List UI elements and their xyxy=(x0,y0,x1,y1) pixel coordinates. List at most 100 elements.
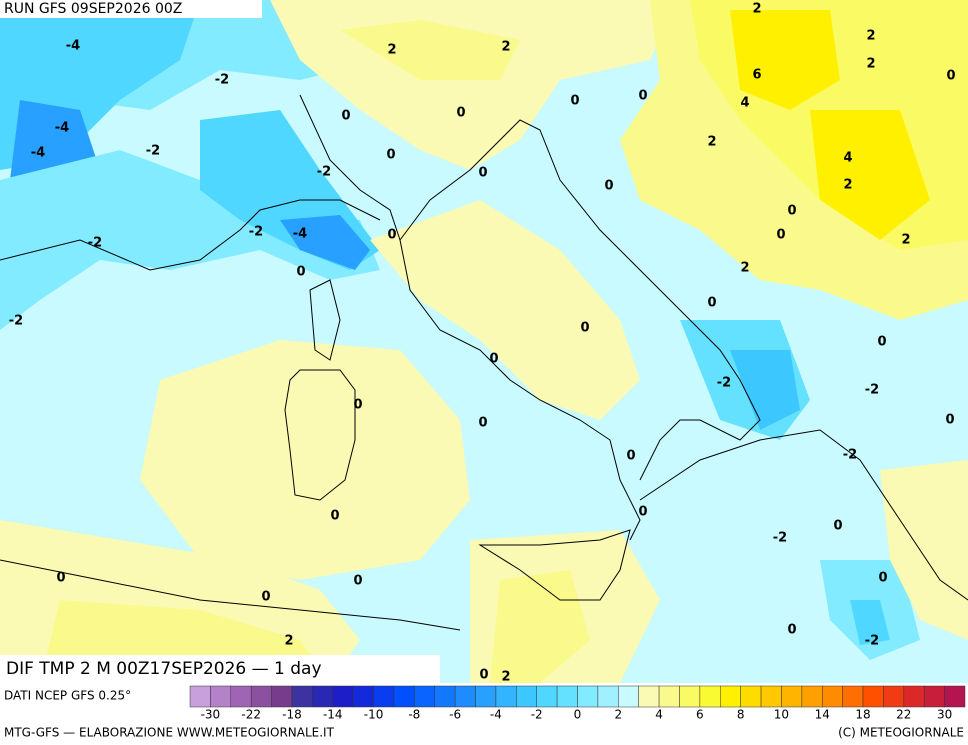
legend-swatch xyxy=(312,685,334,708)
contour-label: 0 xyxy=(456,106,465,121)
legend-tick-label: 8 xyxy=(737,708,745,722)
contour-label: 4 xyxy=(843,151,852,166)
legend-swatch xyxy=(332,685,354,708)
contour-label: 0 xyxy=(833,519,842,534)
legend-swatch xyxy=(658,685,680,708)
legend-tick-label: 2 xyxy=(614,708,622,722)
data-source: DATI NCEP GFS 0.25° xyxy=(4,689,131,703)
contour-label: 0 xyxy=(604,179,613,194)
legend-swatch xyxy=(944,685,966,708)
contour-label: 0 xyxy=(353,574,362,589)
legend-swatch xyxy=(393,685,415,708)
legend-swatch xyxy=(801,685,823,708)
legend-tick-label: -30 xyxy=(201,708,221,722)
legend-tick-label: 18 xyxy=(855,708,870,722)
legend-tick-label: 14 xyxy=(815,708,830,722)
contour-label: -2 xyxy=(146,144,160,159)
contour-label: 4 xyxy=(740,96,749,111)
contour-label: 0 xyxy=(478,166,487,181)
legend-swatch xyxy=(434,685,456,708)
color-legend: -30 -22 -18 -14 -10 -8 -6 -4 -2 0 2 4 6 8 10 14 18 22 30 xyxy=(189,685,966,722)
header-box xyxy=(0,0,262,18)
legend-tick-label: -18 xyxy=(282,708,302,722)
contour-label: 2 xyxy=(843,178,852,193)
legend-swatch xyxy=(923,685,945,708)
legend-swatch xyxy=(271,685,293,708)
contour-label: -2 xyxy=(88,236,102,251)
contour-label: 0 xyxy=(946,69,955,84)
legend-tick-label: -6 xyxy=(449,708,461,722)
legend-tick-label: 4 xyxy=(655,708,663,722)
contour-label: 0 xyxy=(580,321,589,336)
map-title: DIF TMP 2 M 00Z17SEP2026 — 1 day xyxy=(6,659,322,679)
legend-swatch xyxy=(556,685,578,708)
contour-label: -2 xyxy=(249,225,263,240)
legend-swatch xyxy=(536,685,558,708)
legend-swatch xyxy=(210,685,232,708)
legend-swatch xyxy=(821,685,843,708)
legend-swatch xyxy=(740,685,762,708)
legend-swatch xyxy=(699,685,721,708)
legend-swatch xyxy=(842,685,864,708)
contour-label: 6 xyxy=(752,68,761,83)
contour-label: 0 xyxy=(386,148,395,163)
contour-label: 0 xyxy=(56,571,65,586)
contour-label: 0 xyxy=(638,89,647,104)
legend-tick-label: -8 xyxy=(408,708,420,722)
contour-label: 0 xyxy=(945,413,954,428)
contour-label: 0 xyxy=(387,228,396,243)
contour-label: 0 xyxy=(489,352,498,367)
contour-label: 0 xyxy=(626,449,635,464)
legend-swatch xyxy=(597,685,619,708)
legend-swatch xyxy=(373,685,395,708)
contour-label: 0 xyxy=(353,398,362,413)
contour-label: -2 xyxy=(773,531,787,546)
contour-label: 0 xyxy=(330,509,339,524)
contour-label: -2 xyxy=(865,634,879,649)
legend-tick-label: 6 xyxy=(696,708,704,722)
title-box xyxy=(0,655,440,683)
contour-label: -2 xyxy=(317,165,331,180)
contour-label: 0 xyxy=(776,228,785,243)
contour-label: -4 xyxy=(31,146,45,161)
contour-label: 2 xyxy=(866,29,875,44)
legend-tick-label: 30 xyxy=(937,708,952,722)
legend-swatch xyxy=(291,685,313,708)
contour-label: 2 xyxy=(740,261,749,276)
contour-label: 0 xyxy=(479,668,488,683)
contour-label: 0 xyxy=(570,94,579,109)
legend-swatch xyxy=(495,685,517,708)
legend-tick-label: 22 xyxy=(896,708,911,722)
contour-label: 0 xyxy=(261,590,270,605)
contour-label: -4 xyxy=(293,227,307,242)
legend-tick-label: -14 xyxy=(323,708,343,722)
legend-swatch xyxy=(862,685,884,708)
contour-label: 0 xyxy=(341,109,350,124)
legend-tick-label: 0 xyxy=(574,708,582,722)
contour-label: 2 xyxy=(866,57,875,72)
contour-label: -2 xyxy=(215,73,229,88)
legend-swatch xyxy=(883,685,905,708)
legend-swatch xyxy=(352,685,374,708)
contour-label: 2 xyxy=(501,40,510,55)
legend-swatch xyxy=(679,685,701,708)
legend-tick-label: -10 xyxy=(364,708,384,722)
run-label: RUN GFS 09SEP2026 00Z xyxy=(4,1,182,17)
legend-tick-label: -2 xyxy=(531,708,543,722)
legend-swatch xyxy=(760,685,782,708)
contour-label: 2 xyxy=(284,634,293,649)
legend-swatch xyxy=(516,685,537,708)
contour-label: 0 xyxy=(878,571,887,586)
legend-swatch xyxy=(618,685,639,708)
footer-left: MTG-GFS — ELABORAZIONE WWW.METEOGIORNALE… xyxy=(4,726,335,740)
contour-label: 0 xyxy=(296,265,305,280)
legend-swatch xyxy=(577,685,599,708)
contour-label: -2 xyxy=(717,376,731,391)
contour-label: 2 xyxy=(501,670,510,685)
legend-swatch xyxy=(720,685,741,708)
legend-swatch xyxy=(189,685,211,708)
legend-swatch xyxy=(781,685,803,708)
contour-label: 2 xyxy=(387,43,396,58)
